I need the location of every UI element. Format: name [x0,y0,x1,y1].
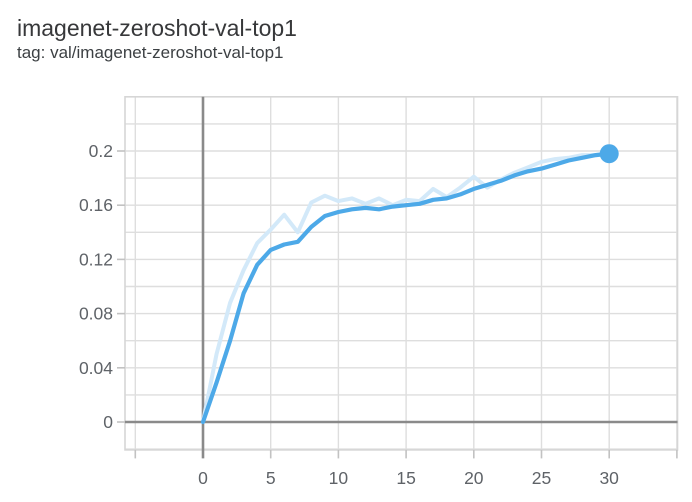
y-tick-label: 0.2 [89,141,113,161]
final-point-marker [599,144,619,164]
x-tick-label: 30 [599,468,619,488]
x-tick-label: 20 [464,468,484,488]
chart-header: imagenet-zeroshot-val-top1 tag: val/imag… [17,14,297,64]
chart-tag: tag: val/imagenet-zeroshot-val-top1 [17,43,284,62]
x-tick-label: 25 [532,468,551,488]
y-tick-label: 0.04 [79,358,113,378]
y-tick-label: 0.16 [79,195,113,215]
chart-title: imagenet-zeroshot-val-top1 [17,15,297,41]
x-tick-label: 5 [266,468,276,488]
x-tick-label: 15 [396,468,415,488]
smoothed-series-line [200,151,612,425]
y-tick-label: 0 [103,412,113,432]
plot-border [124,96,679,451]
raw-series-line [201,150,612,424]
y-tick-label: 0.12 [79,249,113,269]
x-tick-label: 10 [329,468,349,488]
x-tick-label: 0 [198,468,208,488]
y-tick-label: 0.08 [79,304,113,324]
